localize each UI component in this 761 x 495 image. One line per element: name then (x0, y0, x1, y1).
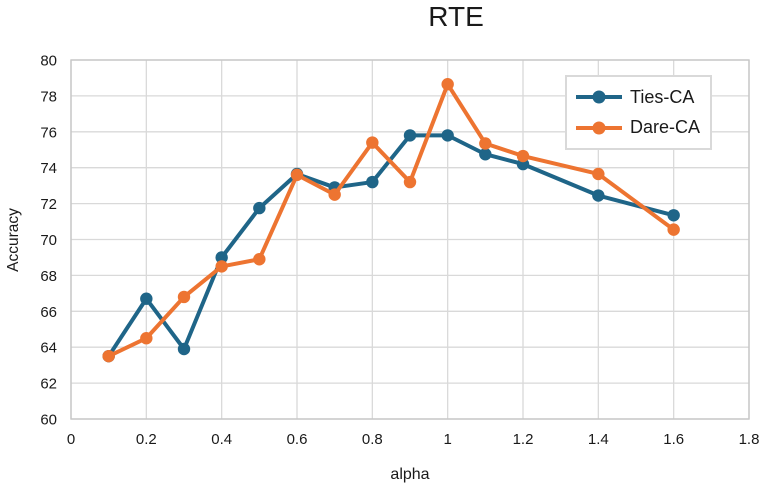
data-point-dare-ca (140, 332, 153, 345)
data-point-dare-ca (403, 175, 417, 189)
y-tick-label: 80 (40, 53, 57, 70)
data-point-ties-ca (667, 209, 680, 222)
data-point-dare-ca (516, 149, 530, 163)
y-tick-label: 74 (40, 160, 57, 177)
y-tick-label: 72 (40, 196, 57, 213)
data-point-ties-ca (366, 175, 379, 189)
y-tick-label: 78 (40, 88, 57, 105)
x-tick-label: 0.6 (287, 431, 308, 448)
legend-item-dare-ca: Dare-CA (575, 117, 710, 138)
legend-marker-dare-ca (576, 121, 622, 135)
y-tick-label: 64 (40, 340, 57, 357)
legend: Ties-CA Dare-CA (565, 75, 712, 150)
legend-label-dare-ca: Dare-CA (630, 117, 701, 138)
data-point-dare-ca (290, 168, 304, 182)
data-point-dare-ca (215, 260, 228, 273)
data-point-ties-ca (215, 251, 228, 264)
chart-title: RTE (428, 1, 484, 32)
legend-marker-ties-ca (576, 90, 622, 104)
y-tick-label: 76 (40, 124, 57, 141)
y-tick-label: 66 (40, 304, 57, 321)
data-point-dare-ca (479, 137, 492, 150)
data-point-dare-ca (328, 188, 341, 201)
y-tick-label: 60 (40, 412, 57, 429)
series-line-ties-ca (106, 133, 676, 359)
y-tick-label: 62 (40, 376, 57, 393)
data-point-ties-ca (177, 342, 191, 356)
legend-item-ties-ca: Ties-CA (575, 87, 710, 108)
x-tick-label: 1.2 (513, 431, 534, 448)
plot-border (70, 59, 750, 420)
y-axis-title: Accuracy (5, 208, 22, 272)
data-point-ties-ca (403, 129, 417, 142)
data-point-dare-ca (366, 136, 379, 149)
data-point-ties-ca (479, 148, 492, 161)
x-tick-label: 0 (67, 431, 75, 448)
data-point-dare-ca (441, 78, 454, 91)
data-point-ties-ca (253, 201, 266, 215)
data-point-dare-ca (177, 290, 191, 304)
x-axis-title: alpha (390, 466, 430, 483)
y-tick-label: 68 (40, 268, 57, 285)
data-point-dare-ca (592, 167, 605, 181)
data-point-ties-ca (140, 292, 153, 305)
data-point-dare-ca (667, 223, 680, 236)
x-tick-label: 1.8 (739, 431, 760, 448)
legend-label-ties-ca: Ties-CA (630, 86, 695, 107)
data-point-dare-ca (102, 349, 115, 363)
x-tick-label: 0.4 (211, 431, 232, 448)
x-tick-label: 0.8 (362, 431, 383, 448)
x-tick-label: 1.4 (588, 431, 609, 448)
x-tick-label: 1 (443, 431, 451, 448)
data-point-dare-ca (253, 253, 266, 266)
x-tick-label: 1.6 (663, 431, 684, 448)
data-point-ties-ca (592, 189, 605, 202)
data-point-ties-ca (441, 129, 454, 142)
x-tick-label: 0.2 (136, 431, 157, 448)
series-line-dare-ca (106, 82, 676, 359)
y-tick-label: 70 (40, 232, 57, 249)
